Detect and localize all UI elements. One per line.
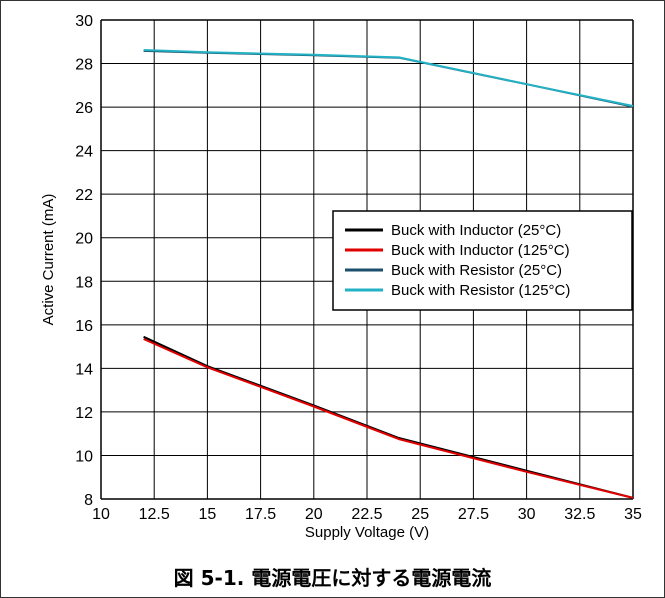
series-lines	[143, 49, 634, 499]
y-tick-label: 30	[75, 13, 93, 30]
legend-label: Buck with Inductor (25°C)	[391, 222, 561, 239]
x-tick-label: 12.5	[139, 506, 170, 523]
x-tick-labels: 10 12.5 15 17.5 20 22.5 25 27.5 30 32.5 35	[92, 506, 642, 523]
x-tick-label: 17.5	[245, 506, 276, 523]
y-tick-labels: 8 10 12 14 16 18 20 22 24 26 28 30	[75, 13, 93, 509]
series-line-1	[143, 335, 634, 499]
y-tick-label: 16	[75, 318, 93, 335]
chart: 10 12.5 15 17.5 20 22.5 25 27.5 30 32.5 35 8101214…	[40, 13, 642, 541]
legend-box	[332, 210, 633, 311]
x-tick-label: 25	[411, 506, 429, 523]
x-tick-label: 30	[518, 506, 536, 523]
y-tick-label: 18	[75, 274, 93, 291]
series-line-4	[143, 49, 634, 107]
y-tick-label: 10	[75, 448, 93, 465]
series-line-3	[143, 49, 634, 108]
legend-label: Buck with Resistor (125°C)	[391, 282, 570, 299]
y-tick-label: 28	[75, 57, 93, 74]
y-tick-label: 12	[75, 405, 93, 422]
legend-label: Buck with Inductor (125°C)	[391, 242, 570, 259]
legend: Buck with Inductor (25°C) Buck with Induc…	[332, 210, 633, 311]
x-tick-label: 20	[305, 506, 323, 523]
y-tick-label: 8	[84, 492, 93, 509]
y-tick-label: 14	[75, 361, 93, 378]
legend-label: Buck with Resistor (25°C)	[391, 262, 562, 279]
figure-caption: 図 5-1. 電源電圧に対する電源電流	[173, 566, 492, 590]
x-tick-label: 27.5	[458, 506, 489, 523]
x-tick-label: 15	[199, 506, 217, 523]
x-tick-label: 35	[624, 506, 642, 523]
x-tick-label: 10	[92, 506, 110, 523]
y-tick-label: 22	[75, 187, 93, 204]
x-tick-label: 22.5	[351, 506, 382, 523]
series-line-2	[143, 338, 634, 499]
y-tick-label: 20	[75, 231, 93, 248]
y-tick-label: 26	[75, 100, 93, 117]
y-axis-label: Active Current (mA)	[40, 194, 57, 326]
x-tick-label: 32.5	[564, 506, 595, 523]
y-tick-label: 24	[75, 144, 93, 161]
x-axis-label: Supply Voltage (V)	[305, 524, 429, 541]
